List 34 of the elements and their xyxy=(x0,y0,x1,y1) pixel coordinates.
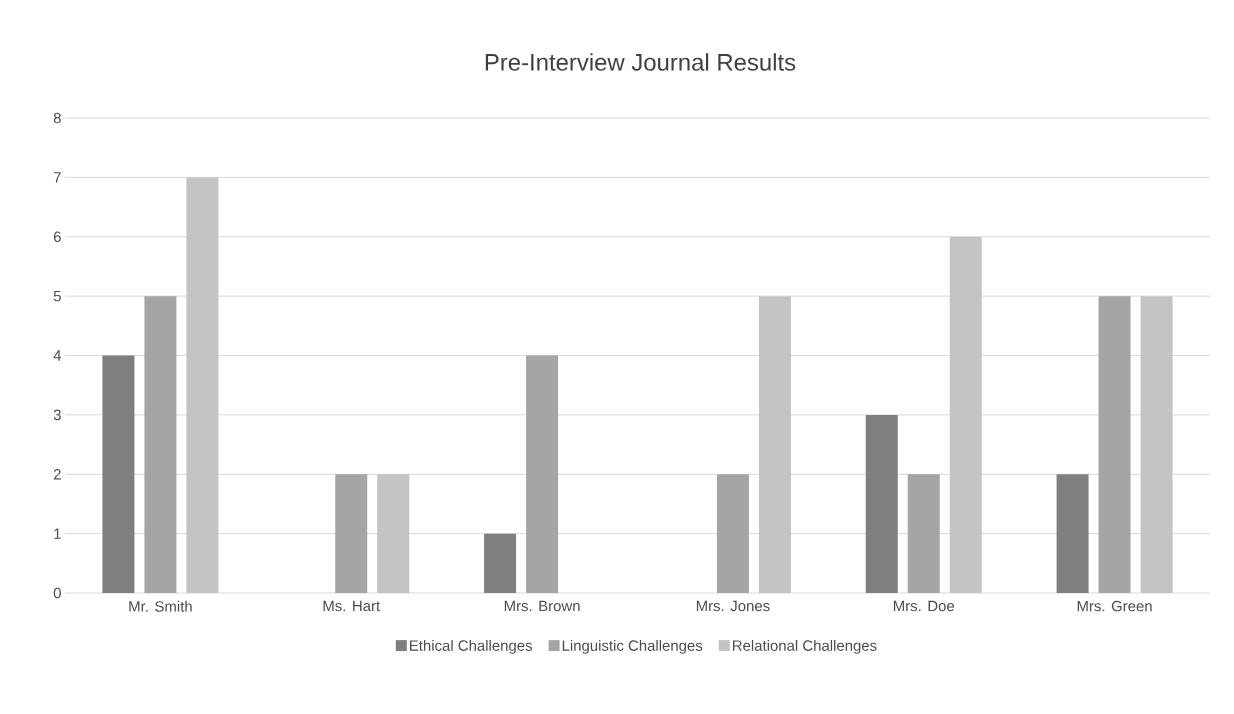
x-tick-label: Mrs. Green xyxy=(1077,600,1152,612)
bar xyxy=(144,296,177,593)
x-tick-label: Mrs. Jones xyxy=(696,600,770,612)
bar xyxy=(865,414,898,593)
legend-label: Ethical Challenges xyxy=(410,639,532,654)
y-tick-label: 4 xyxy=(53,350,62,361)
bar xyxy=(949,236,982,593)
x-tick-label: Mrs. Doe xyxy=(893,600,955,612)
x-tick-label: Ms. Hart xyxy=(323,600,381,612)
bar xyxy=(907,474,940,593)
y-tick-label: 8 xyxy=(53,112,61,124)
bar xyxy=(186,177,219,593)
y-tick-label: 7 xyxy=(53,172,61,183)
bar xyxy=(758,296,791,593)
y-tick-label: 5 xyxy=(53,290,61,302)
bar xyxy=(716,474,749,593)
bar xyxy=(102,355,135,593)
y-tick-label: 2 xyxy=(53,469,61,480)
y-tick-label: 0 xyxy=(53,587,61,599)
y-tick-label: 6 xyxy=(53,231,61,243)
y-tick-label: 1 xyxy=(54,528,61,539)
legend-label: Linguistic Challenges xyxy=(562,639,703,654)
bar xyxy=(1140,296,1173,593)
chart-title: Pre-Interview Journal Results xyxy=(485,53,796,71)
bar xyxy=(1098,296,1131,593)
bar xyxy=(526,355,559,593)
legend-label: Relational Challenges xyxy=(733,639,877,654)
bar xyxy=(335,474,368,593)
y-tick-label: 3 xyxy=(53,409,61,421)
bar xyxy=(484,533,517,593)
bar xyxy=(1056,474,1089,593)
x-tick-label: Mrs. Brown xyxy=(504,600,580,612)
x-tick-label: Mr. Smith xyxy=(129,600,192,612)
bar xyxy=(377,474,410,593)
